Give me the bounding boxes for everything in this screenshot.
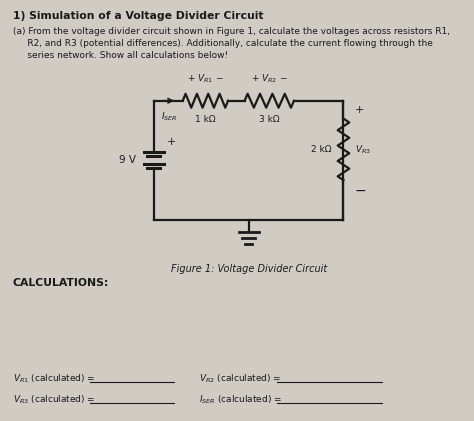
Text: Figure 1: Voltage Divider Circuit: Figure 1: Voltage Divider Circuit [171,264,327,274]
Text: 2 kΩ: 2 kΩ [311,145,332,154]
Text: $V_{R3}$ (calculated) =: $V_{R3}$ (calculated) = [13,394,95,406]
Text: 1 kΩ: 1 kΩ [195,115,216,124]
Text: $V_{R3}$: $V_{R3}$ [355,143,371,156]
Text: $V_{R1}$ (calculated) =: $V_{R1}$ (calculated) = [13,373,95,385]
Text: R2, and R3 (potential differences). Additionally, calculate the current flowing : R2, and R3 (potential differences). Addi… [13,39,433,48]
Text: $V_{R2}$ (calculated) =: $V_{R2}$ (calculated) = [199,373,282,385]
Text: CALCULATIONS:: CALCULATIONS: [13,277,109,288]
Text: + $V_{R2}$ −: + $V_{R2}$ − [251,72,288,85]
Text: 3 kΩ: 3 kΩ [259,115,280,124]
Text: 9 V: 9 V [119,155,136,165]
Text: $I_{SER}$ (calculated) =: $I_{SER}$ (calculated) = [199,394,282,406]
Text: $I_{SER}$: $I_{SER}$ [161,111,178,123]
Text: +: + [355,105,365,115]
Text: + $V_{R1}$ −: + $V_{R1}$ − [187,72,224,85]
Text: −: − [355,184,367,198]
Text: +: + [167,137,176,147]
Text: series network. Show all calculations below!: series network. Show all calculations be… [13,51,228,60]
Text: 1) Simulation of a Voltage Divider Circuit: 1) Simulation of a Voltage Divider Circu… [13,11,264,21]
Text: (a) From the voltage divider circuit shown in Figure 1, calculate the voltages a: (a) From the voltage divider circuit sho… [13,27,450,36]
